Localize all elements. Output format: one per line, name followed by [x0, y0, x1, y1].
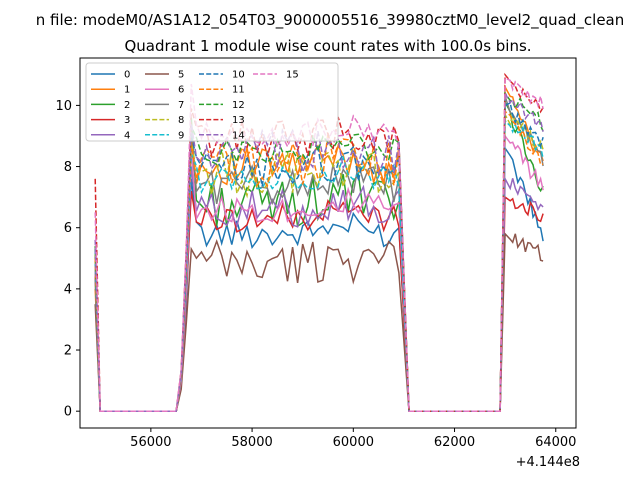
x-tick-label: 60000: [333, 435, 374, 450]
series-line-7: [94, 95, 544, 412]
x-axis: 56000 58000 60000 62000 64000: [130, 428, 576, 450]
figure-suptitle: n file: modeM0/AS1A12_054T03_9000005516_…: [36, 11, 625, 30]
legend-label: 7: [178, 100, 184, 111]
series-line-9: [94, 118, 544, 412]
y-tick-label: 8: [64, 160, 72, 175]
series-line-10: [94, 101, 544, 412]
x-tick-label: 62000: [434, 435, 475, 450]
plot-series-group: [94, 72, 544, 412]
legend-label: 1: [124, 85, 130, 96]
series-line-5: [94, 231, 544, 412]
series-line-3: [94, 190, 544, 412]
legend-label: 6: [178, 85, 184, 96]
legend-label: 15: [286, 70, 299, 81]
series-line-8: [94, 112, 544, 412]
legend-label: 14: [232, 130, 245, 141]
legend-label: 10: [232, 70, 245, 81]
y-tick-label: 4: [64, 282, 72, 297]
y-tick-label: 6: [64, 221, 72, 236]
y-tick-label: 2: [64, 344, 72, 359]
series-line-15: [94, 76, 544, 412]
legend-label: 2: [124, 100, 130, 111]
legend-label: 5: [178, 70, 184, 81]
legend-label: 11: [232, 85, 245, 96]
legend-label: 4: [124, 130, 130, 141]
y-axis: 0 2 4 6 8 10: [55, 99, 80, 420]
legend-box: [85, 62, 339, 142]
x-tick-label: 58000: [231, 435, 272, 450]
series-line-0: [94, 145, 544, 412]
legend-label: 8: [178, 115, 184, 126]
x-tick-label: 56000: [130, 435, 171, 450]
chart-title: Quadrant 1 module wise count rates with …: [124, 37, 531, 55]
legend-label: 13: [232, 115, 245, 126]
legend-label: 12: [232, 100, 245, 111]
x-tick-label: 64000: [535, 435, 576, 450]
plot-frame: [79, 57, 577, 429]
x-offset-label: +4.144e8: [516, 455, 580, 470]
y-tick-label: 10: [55, 99, 72, 114]
series-line-4: [94, 166, 544, 412]
legend-label: 3: [124, 115, 130, 126]
legend-label: 0: [124, 70, 130, 81]
y-tick-label: 0: [64, 405, 72, 420]
legend-label: 9: [178, 130, 184, 141]
